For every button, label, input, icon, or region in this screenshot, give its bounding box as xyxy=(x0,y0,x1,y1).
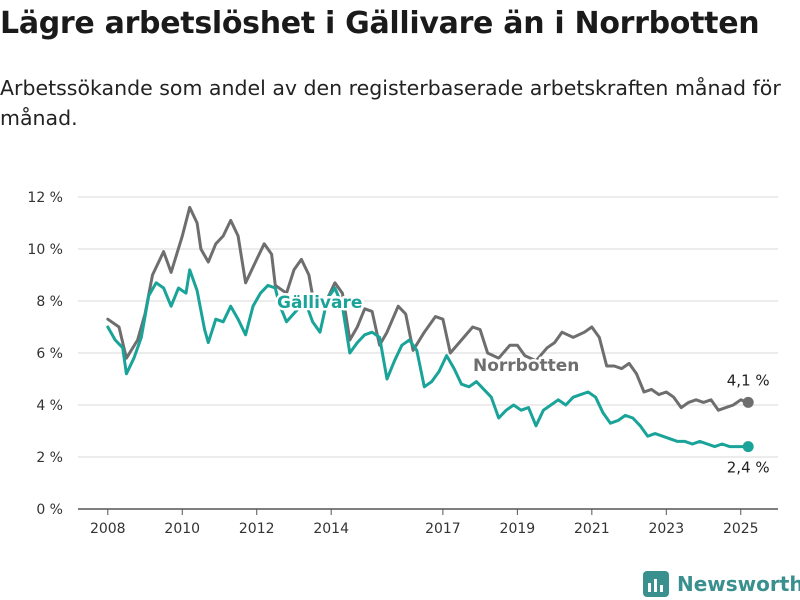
x-tick-label: 2025 xyxy=(723,521,759,537)
x-tick-label: 2023 xyxy=(648,521,684,537)
series-line xyxy=(106,268,750,449)
series-end-label: 2,4 % xyxy=(727,459,770,477)
x-axis: 2008 2010 2012 2014 2017 2019 2021 2023 2025 xyxy=(90,509,759,537)
x-tick-label: 2010 xyxy=(164,521,200,537)
series-line xyxy=(106,205,750,412)
x-tick-label: 2017 xyxy=(425,521,461,537)
gridlines xyxy=(78,196,778,510)
y-tick-label: 10 % xyxy=(27,242,63,258)
series-labels: Norrbotten Gällivare 4,1 % 2,4 % xyxy=(275,291,770,477)
series-end-point xyxy=(742,396,754,408)
x-tick-label: 2008 xyxy=(90,521,126,537)
y-tick-label: 2 % xyxy=(36,450,63,466)
y-tick-label: 0 % xyxy=(36,502,63,518)
chart-title: Lägre arbetslöshet i Gällivare än i Norr… xyxy=(0,6,760,41)
x-tick-label: 2014 xyxy=(313,521,349,537)
x-tick-label: 2021 xyxy=(574,521,610,537)
y-tick-label: 4 % xyxy=(36,398,63,414)
y-tick-label: 6 % xyxy=(36,346,63,362)
y-tick-label: 8 % xyxy=(36,294,63,310)
x-tick-label: 2012 xyxy=(239,521,275,537)
y-axis: 12 % 10 % 8 % 6 % 4 % 2 % 0 % xyxy=(27,190,63,518)
chart-subtitle: Arbetssökande som andel av den registerb… xyxy=(0,76,781,130)
series-end-label: 4,1 % xyxy=(727,371,770,389)
series-name-label: Gällivare xyxy=(277,293,362,313)
bar-chart-logo-icon xyxy=(643,571,669,597)
brand-logo[interactable]: Newsworthy xyxy=(643,570,800,598)
brand-name: Newsworthy xyxy=(677,572,800,596)
series-end-point xyxy=(742,441,754,453)
x-tick-label: 2019 xyxy=(500,521,536,537)
series-lines xyxy=(106,205,754,453)
y-tick-label: 12 % xyxy=(27,190,63,206)
series-name-label: Norrbotten xyxy=(473,356,579,376)
